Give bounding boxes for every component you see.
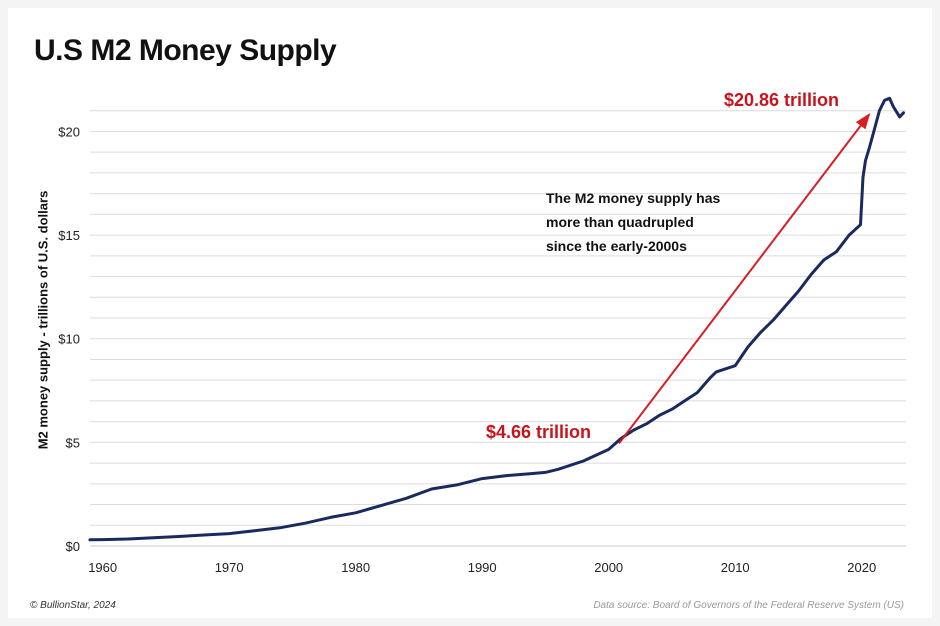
x-tick-label: 1970 [215, 560, 244, 575]
source-text: Data source: Board of Governors of the F… [593, 600, 904, 611]
note-line-1: The M2 money supply has [546, 190, 720, 206]
x-tick-label: 2020 [847, 560, 876, 575]
growth-arrow [618, 112, 871, 445]
y-tick-label: $0 [66, 539, 80, 554]
note-line-2: more than quadrupled [546, 214, 694, 230]
chart-title: U.S M2 Money Supply [34, 34, 337, 67]
y-tick-label: $15 [58, 228, 80, 243]
y-tick-label: $10 [58, 332, 80, 347]
m2-series-line [88, 96, 905, 542]
x-tick-label: 2010 [721, 560, 750, 575]
grid-lines [90, 110, 906, 547]
series-layer [88, 96, 905, 542]
x-tick-label: 1990 [468, 560, 497, 575]
x-tick-label: 2000 [594, 560, 623, 575]
note-line-3: since the early-2000s [546, 238, 687, 254]
x-tick-label: 1980 [341, 560, 370, 575]
x-tick-label: 1960 [88, 560, 117, 575]
annotations: $20.86 trillion $4.66 trillion The M2 mo… [486, 90, 871, 445]
x-axis: 1960 1970 1980 1990 2000 2010 2020 [88, 560, 876, 575]
start-annotation: $4.66 trillion [486, 422, 591, 442]
y-tick-label: $20 [58, 124, 80, 139]
credit-text: © BullionStar, 2024 [30, 600, 116, 611]
y-tick-label: $5 [66, 435, 80, 450]
y-axis: $0 $5 $10 $15 $20 [58, 124, 80, 554]
peak-annotation: $20.86 trillion [724, 90, 839, 110]
